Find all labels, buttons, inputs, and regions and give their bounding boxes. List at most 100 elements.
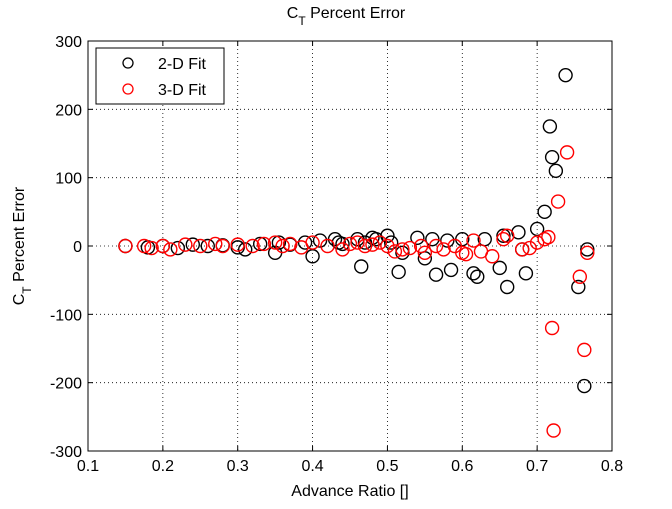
data-point — [550, 194, 566, 209]
data-point — [458, 246, 474, 262]
data-point — [271, 235, 287, 250]
data-point — [492, 260, 507, 276]
data-point — [354, 259, 369, 274]
x-tick-label: 0.1 — [77, 458, 99, 475]
data-point — [395, 242, 410, 257]
data-point — [383, 235, 399, 250]
data-point — [185, 237, 201, 252]
x-ticks: 0.1 0.2 0.3 0.4 0.5 0.6 0.7 0.8 — [77, 41, 623, 475]
y-tick-label: 300 — [55, 34, 82, 51]
data-point — [118, 238, 133, 254]
plot-frame — [87, 40, 613, 452]
data-point — [440, 233, 455, 248]
data-point — [215, 238, 230, 254]
data-point — [312, 233, 328, 248]
y-tick-label: -200 — [50, 376, 82, 393]
data-point — [387, 244, 403, 259]
legend-box — [95, 47, 225, 105]
data-point — [580, 242, 595, 257]
y-axis-label: CT Percent Error — [11, 186, 34, 305]
data-point — [267, 235, 283, 250]
x-axis-label: Advance Ratio [] — [291, 483, 408, 500]
data-point — [170, 240, 186, 256]
data-point — [155, 238, 171, 254]
data-point — [395, 245, 410, 261]
legend-label: 3-D Fit — [158, 82, 207, 99]
x-tick-label: 0.2 — [152, 458, 174, 475]
series-2 — [118, 145, 595, 438]
data-point — [417, 245, 433, 261]
data-point — [335, 236, 350, 252]
legend-item: 2-D Fit — [122, 56, 207, 73]
data-point — [537, 204, 552, 220]
data-point — [572, 269, 588, 284]
data-point — [178, 237, 193, 252]
legend-label: 2-D Fit — [158, 56, 207, 73]
data-point — [485, 249, 500, 264]
data-point — [410, 230, 425, 246]
data-point — [443, 262, 459, 278]
data-point — [136, 238, 152, 254]
x-tick-label: 0.4 — [301, 458, 323, 475]
data-point — [380, 238, 395, 254]
data-point — [365, 237, 380, 252]
y-tick-label: 0 — [73, 239, 82, 256]
data-point — [305, 235, 320, 250]
legend-marker — [122, 57, 134, 69]
data-point — [577, 378, 592, 394]
data-point — [546, 423, 561, 438]
data-point — [335, 242, 350, 257]
legend-marker — [122, 83, 134, 95]
data-point — [275, 238, 290, 254]
y-tick-label: -100 — [50, 307, 82, 324]
data-point — [466, 233, 481, 248]
data-point — [391, 264, 406, 280]
data-point — [372, 235, 388, 250]
chart-title: CT Percent Error — [287, 5, 406, 28]
data-point — [529, 235, 545, 250]
legend: 2-D Fit 3-D Fit — [95, 47, 225, 105]
x-tick-label: 0.5 — [376, 458, 398, 475]
data-point — [428, 238, 444, 254]
data-point — [320, 238, 335, 254]
data-point — [402, 240, 418, 256]
data-point — [466, 266, 481, 281]
data-point — [496, 228, 511, 243]
legend-item: 3-D Fit — [122, 82, 207, 99]
legend-items: 2-D Fit 3-D Fit — [122, 56, 207, 99]
data-point — [544, 320, 560, 336]
data-point — [544, 149, 560, 165]
data-point — [163, 242, 178, 257]
data-point — [237, 242, 253, 257]
data-point — [548, 163, 564, 179]
data-point — [425, 231, 440, 247]
data-point — [542, 119, 558, 134]
data-point — [200, 238, 215, 254]
y-ticks: 300 200 100 0 -100 -200 -300 — [50, 34, 612, 461]
data-point — [500, 228, 515, 243]
x-tick-label: 0.8 — [601, 458, 623, 475]
series-layer — [118, 67, 595, 438]
data-point — [522, 240, 537, 256]
data-point — [518, 266, 534, 281]
data-point — [350, 235, 365, 250]
data-point — [357, 238, 373, 254]
x-tick-label: 0.6 — [451, 458, 473, 475]
data-point — [230, 237, 245, 252]
x-tick-label: 0.7 — [526, 458, 548, 475]
data-point — [580, 245, 595, 261]
x-tick-label: 0.3 — [227, 458, 249, 475]
data-point — [577, 342, 592, 358]
data-point — [252, 236, 268, 252]
data-point — [559, 145, 575, 160]
data-point — [571, 279, 586, 295]
data-point — [500, 279, 515, 295]
y-tick-label: 100 — [55, 171, 82, 188]
data-point — [496, 231, 511, 247]
data-point — [428, 267, 444, 282]
data-point — [208, 236, 223, 252]
data-point — [256, 236, 272, 252]
data-point — [470, 269, 485, 284]
